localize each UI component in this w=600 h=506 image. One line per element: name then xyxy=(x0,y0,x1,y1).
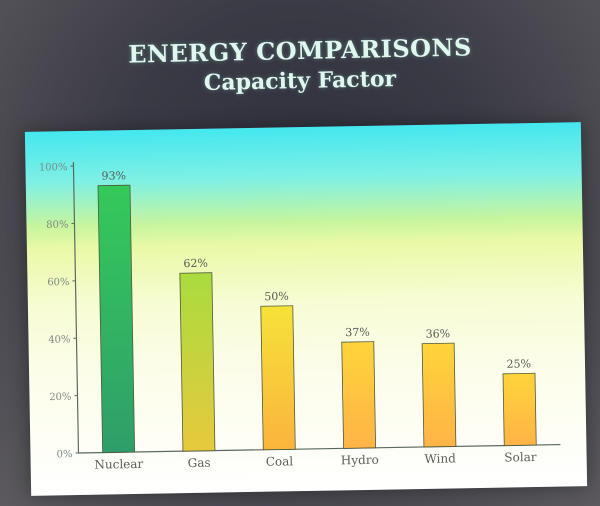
x-tick-label: Hydro xyxy=(341,453,379,468)
y-tick-label: 20% xyxy=(49,392,71,403)
y-tick-label: 0% xyxy=(57,449,73,460)
data-label: 50% xyxy=(264,290,289,303)
x-tick-label: Solar xyxy=(504,450,537,465)
x-tick-label: Coal xyxy=(266,454,294,468)
bar-chart: 0% 20% 40% 60% 80% 100% 93% Nuclear 62% Gas 50% Co… xyxy=(39,162,561,472)
y-tick-label: 100% xyxy=(39,162,68,173)
y-tick-label: 60% xyxy=(47,277,69,288)
data-label: 25% xyxy=(506,357,531,370)
data-label: 37% xyxy=(345,326,370,339)
y-axis-line xyxy=(72,162,80,454)
y-tick-label: 80% xyxy=(46,220,68,231)
bar-wind xyxy=(421,342,457,448)
bar-hydro xyxy=(341,341,377,449)
chart-panel: 0% 20% 40% 60% 80% 100% 93% Nuclear 62% Gas 50% Co… xyxy=(24,122,588,496)
bar-coal xyxy=(260,305,296,451)
bar-nuclear xyxy=(97,184,136,453)
x-tick-label: Wind xyxy=(424,451,456,466)
data-label: 93% xyxy=(101,169,126,182)
y-tick-label: 40% xyxy=(48,334,70,345)
x-axis-line xyxy=(78,443,561,454)
bar-solar xyxy=(502,372,537,446)
bar-gas xyxy=(179,272,216,452)
x-tick-label: Gas xyxy=(188,456,211,470)
data-label: 62% xyxy=(183,257,208,270)
data-label: 36% xyxy=(426,327,451,340)
x-tick-label: Nuclear xyxy=(94,457,143,472)
